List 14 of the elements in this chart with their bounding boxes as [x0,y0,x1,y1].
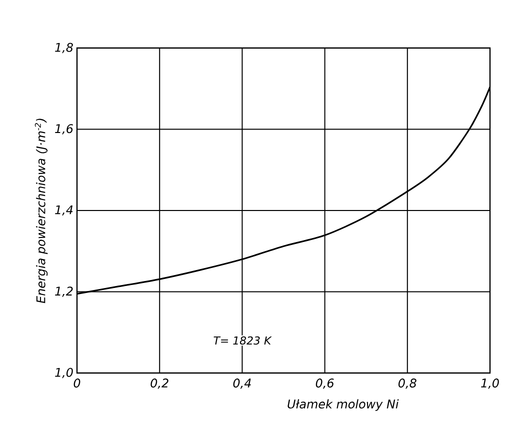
x-tick-label: 0,6 [316,378,334,389]
x-axis-title: Ułamek molowy Ni [288,399,399,411]
x-tick-label: 1,0 [481,378,499,389]
y-tick-label: 1,4 [55,205,73,216]
y-tick-label: 1,6 [55,124,73,134]
x-tick-label: 0,2 [150,378,168,389]
annotation: T= 1823 K [214,336,272,345]
y-tick-label: 1,8 [55,42,73,54]
x-tick-label: 0,4 [233,378,251,389]
y-tick-label: 1,0 [55,368,73,378]
x-tick-label: 0,8 [398,378,416,389]
x-tick-label: 0 [74,378,80,388]
y-tick-label: 1,2 [55,286,73,297]
y-axis-title: Energia powierzchniowa (J·m$^{-2}$) [34,118,48,304]
